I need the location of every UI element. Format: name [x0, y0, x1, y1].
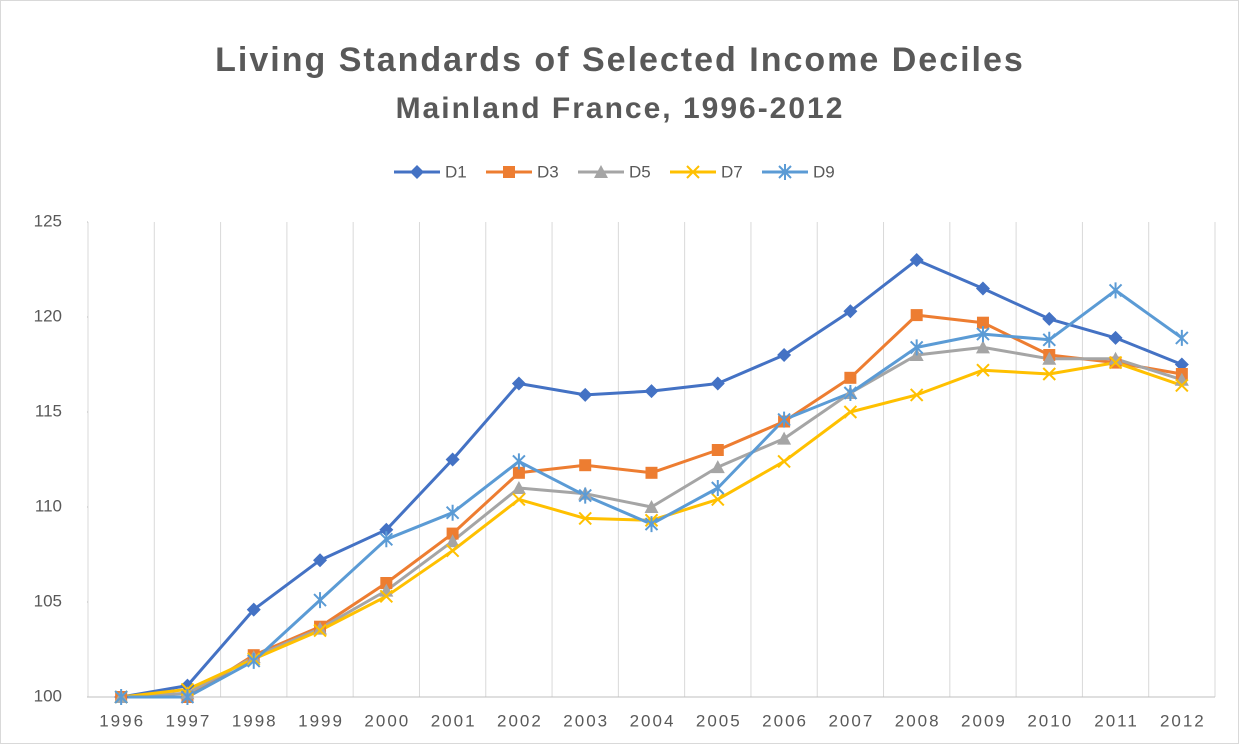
marker — [246, 602, 261, 617]
marker — [843, 304, 858, 319]
legend-label: D9 — [813, 162, 835, 181]
marker — [247, 652, 261, 669]
marker — [909, 388, 924, 402]
legend-label: D7 — [721, 162, 743, 181]
x-tick-label: 2000 — [364, 711, 410, 730]
x-tick-label: 2010 — [1027, 711, 1073, 730]
marker — [380, 577, 393, 589]
x-tick-label: 1996 — [99, 711, 145, 730]
marker — [578, 387, 593, 402]
marker — [578, 487, 592, 504]
x-tick-label: 2003 — [563, 711, 609, 730]
marker — [1175, 378, 1189, 393]
marker — [1042, 367, 1056, 381]
marker — [511, 481, 526, 494]
marker — [1108, 355, 1123, 370]
marker — [909, 253, 924, 267]
marker — [578, 511, 592, 526]
x-tick-label: 2004 — [630, 711, 676, 730]
marker — [778, 164, 792, 180]
marker — [777, 431, 792, 445]
y-tick-label: 115 — [35, 401, 62, 420]
marker — [512, 492, 526, 507]
legend-label: D3 — [537, 162, 559, 181]
x-tick-label: 2005 — [696, 711, 742, 730]
marker — [445, 543, 460, 558]
marker — [445, 534, 460, 548]
marker — [711, 480, 725, 496]
marker — [909, 339, 924, 356]
marker — [843, 385, 858, 401]
x-tick-label: 2011 — [1094, 711, 1139, 730]
marker — [180, 689, 195, 705]
marker — [512, 466, 525, 479]
marker — [844, 371, 857, 384]
x-tick-label: 2007 — [828, 711, 874, 730]
marker — [313, 621, 328, 635]
x-tick-label: 2006 — [762, 711, 808, 730]
marker — [777, 411, 791, 428]
marker — [711, 444, 724, 456]
marker — [777, 454, 791, 469]
marker — [1042, 351, 1057, 365]
marker — [1042, 331, 1056, 348]
marker — [579, 459, 592, 472]
marker — [313, 623, 327, 638]
marker — [1175, 329, 1189, 346]
marker — [777, 348, 792, 362]
marker — [976, 316, 989, 329]
marker — [379, 531, 394, 548]
y-tick-label: 100 — [34, 686, 62, 705]
marker — [313, 553, 328, 568]
marker — [410, 165, 424, 179]
marker — [594, 165, 608, 178]
marker — [503, 166, 515, 178]
x-tick-label: 2009 — [961, 711, 1007, 730]
marker — [645, 466, 658, 479]
chart-subtitle: Mainland France, 1996-2012 — [396, 92, 845, 125]
marker — [710, 460, 725, 474]
marker — [180, 678, 195, 693]
marker — [379, 522, 394, 537]
marker — [976, 363, 990, 377]
marker — [976, 326, 990, 343]
marker — [1108, 282, 1123, 299]
marker — [975, 281, 990, 296]
y-tick-label: 105 — [34, 591, 62, 610]
marker — [644, 500, 659, 513]
marker — [644, 384, 659, 399]
marker — [1108, 351, 1123, 365]
marker — [313, 592, 327, 609]
y-tick-label: 120 — [34, 306, 62, 325]
marker — [445, 504, 460, 521]
marker — [644, 516, 659, 533]
marker — [1042, 311, 1057, 326]
marker — [1108, 330, 1123, 345]
x-tick-label: 2001 — [431, 711, 477, 730]
marker — [379, 589, 394, 604]
y-tick-label: 110 — [35, 496, 62, 515]
x-tick-label: 2002 — [497, 711, 543, 730]
marker — [975, 340, 990, 354]
x-tick-label: 1999 — [298, 711, 344, 730]
marker — [843, 405, 858, 419]
marker — [114, 689, 128, 705]
legend-label: D5 — [629, 162, 651, 181]
x-tick-label: 2008 — [895, 711, 941, 730]
marker — [446, 527, 459, 540]
x-tick-label: 1998 — [232, 711, 278, 730]
x-tick-label: 2012 — [1160, 711, 1206, 730]
marker — [445, 452, 460, 467]
marker — [511, 376, 526, 391]
marker — [710, 376, 725, 391]
legend-label: D1 — [445, 162, 467, 181]
marker — [910, 309, 923, 322]
marker — [711, 492, 725, 507]
x-tick-label: 1997 — [166, 711, 212, 730]
chart-title: Living Standards of Selected Income Deci… — [215, 41, 1025, 79]
marker — [512, 453, 526, 470]
marker — [686, 165, 700, 179]
y-tick-label: 125 — [34, 211, 62, 230]
